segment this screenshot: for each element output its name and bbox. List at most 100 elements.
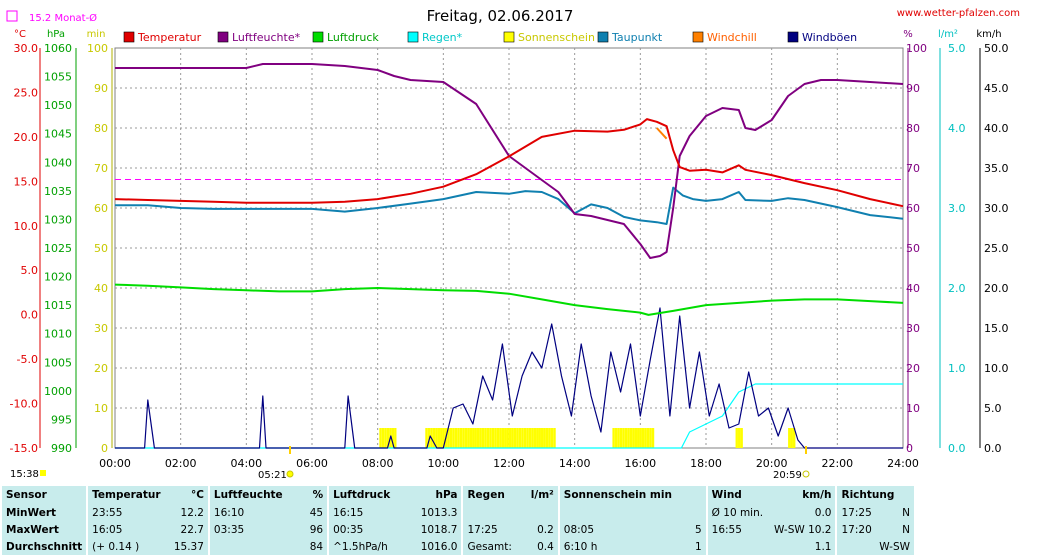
wind-axis-tick-label: 50.0 bbox=[984, 42, 1009, 55]
sunshine-axis-tick-label: 30 bbox=[94, 322, 108, 335]
wind-axis-tick-label: 35.0 bbox=[984, 162, 1009, 175]
pressure-axis-tick-label: 1025 bbox=[44, 242, 72, 255]
pressure-axis-tick-label: 990 bbox=[51, 442, 72, 455]
sunshine-bar bbox=[521, 428, 524, 448]
stats-header-row: Sensor Temperatur °C Luftfeuchte% Luftdru… bbox=[2, 486, 914, 504]
pressure-axis-tick-label: 1000 bbox=[44, 385, 72, 398]
stats-row-label: MinWert bbox=[2, 504, 87, 521]
stats-cell: Ø 10 min. 0.0 bbox=[707, 504, 836, 521]
sunshine-bar bbox=[548, 428, 551, 448]
sunshine-bar bbox=[467, 428, 470, 448]
sunshine-bar bbox=[440, 428, 443, 448]
header-pressure: Luftdruck hPa bbox=[329, 486, 462, 504]
pressure-axis-tick-label: 1010 bbox=[44, 328, 72, 341]
sunshine-bar bbox=[649, 428, 652, 448]
legend-label: Taupunkt bbox=[611, 31, 663, 44]
pressure-axis-tick-label: 1020 bbox=[44, 271, 72, 284]
sunshine-bar bbox=[435, 428, 438, 448]
sunshine-bar bbox=[491, 428, 495, 448]
stats-cell: ^1.5hPa/h 1016.0 bbox=[329, 538, 462, 555]
legend-swatch bbox=[312, 31, 324, 43]
series-temperatur-line bbox=[114, 118, 904, 208]
series-windchill-line bbox=[656, 127, 668, 140]
sunshine-bar bbox=[646, 428, 650, 448]
sunshine-bar bbox=[735, 428, 738, 448]
sunshine-bar bbox=[641, 428, 645, 448]
legend-label: Windchill bbox=[707, 31, 757, 44]
sunshine-bar bbox=[464, 428, 468, 448]
wind-axis-tick-label: 30.0 bbox=[984, 202, 1009, 215]
header-rain: Regen l/m² bbox=[463, 486, 558, 504]
sunshine-bar bbox=[481, 428, 485, 448]
axis-unit-label: % bbox=[903, 29, 913, 40]
axis-unit-label: l/m² bbox=[938, 29, 958, 40]
stats-row: Durchschnitt (+ 0.14 ) 15.37 84 ^1.5hPa/h 101… bbox=[2, 538, 914, 555]
sunshine-bar bbox=[457, 428, 460, 448]
pressure-axis-tick-label: 1035 bbox=[44, 185, 72, 198]
sunshine-bar bbox=[550, 428, 554, 448]
x-tick-label: 22:00 bbox=[821, 457, 853, 470]
legend-swatch bbox=[787, 31, 799, 43]
sunshine-bar bbox=[541, 428, 544, 448]
sunshine-bar bbox=[619, 428, 623, 448]
sunshine-bar bbox=[523, 428, 527, 448]
sunshine-bar bbox=[531, 428, 534, 448]
series-luftfeuchte-line bbox=[115, 63, 904, 259]
x-tick-label: 12:00 bbox=[493, 457, 525, 470]
series-regen-line bbox=[115, 383, 903, 449]
stats-cell: 17:20 N bbox=[837, 521, 914, 538]
rain-axis-tick-label: 4.0 bbox=[948, 122, 966, 135]
stats-cell bbox=[463, 504, 558, 521]
sunshine-bar bbox=[484, 428, 487, 448]
sunshine-bar bbox=[612, 428, 615, 448]
temp-axis-tick-label: -5.0 bbox=[17, 353, 38, 366]
sunshine-bar bbox=[379, 428, 382, 448]
humidity-axis-tick-label: 0 bbox=[906, 442, 913, 455]
stats-table: Sensor Temperatur °C Luftfeuchte% Luftdru… bbox=[0, 486, 916, 555]
rain-axis-tick-label: 1.0 bbox=[948, 362, 966, 375]
sunshine-bar bbox=[518, 428, 522, 448]
x-tick-label: 16:00 bbox=[624, 457, 656, 470]
sunshine-bar bbox=[501, 428, 505, 448]
sun-icon bbox=[40, 470, 46, 476]
temp-axis-tick-label: -10.0 bbox=[10, 398, 38, 411]
sunshine-bar bbox=[528, 428, 532, 448]
legend-swatch bbox=[503, 31, 515, 43]
axis-unit-label: km/h bbox=[976, 29, 1001, 40]
legend-label: Sonnenschein bbox=[518, 31, 595, 44]
legend-label: Regen* bbox=[422, 31, 463, 44]
header-direction: Richtung bbox=[837, 486, 914, 504]
pressure-axis-tick-label: 995 bbox=[51, 413, 72, 426]
sunshine-bar bbox=[509, 428, 512, 448]
x-tick-label: 14:00 bbox=[559, 457, 591, 470]
x-tick-label: 20:00 bbox=[756, 457, 788, 470]
sunshine-bar bbox=[391, 428, 395, 448]
sunshine-axis-tick-label: 70 bbox=[94, 162, 108, 175]
stats-cell: 17:25 N bbox=[837, 504, 914, 521]
weather-chart: 30.0 25.0 20.0 15.0 10.0 5.0 0.0 -5.0 -10.0 -15.0… bbox=[6, 7, 1020, 481]
sunshine-bar bbox=[632, 428, 635, 448]
stats-cell: 16:55 W-SW 10.2 bbox=[707, 521, 836, 538]
sunshine-bar bbox=[644, 428, 647, 448]
sunshine-axis-tick-label: 10 bbox=[94, 402, 108, 415]
sunshine-bar bbox=[469, 428, 472, 448]
stats-cell: 1.1 bbox=[707, 538, 836, 555]
sunshine-bar bbox=[437, 428, 440, 448]
sunshine-bar bbox=[627, 428, 630, 448]
stats-cell: Gesamt: 0.4 bbox=[463, 538, 558, 555]
pressure-axis-tick-label: 1040 bbox=[44, 156, 72, 169]
sunshine-bar bbox=[622, 428, 625, 448]
header-sensor: Sensor bbox=[2, 486, 87, 504]
header-sunshine: Sonnenschein min bbox=[559, 486, 706, 504]
sunshine-bar bbox=[449, 428, 453, 448]
stats-cell: 08:05 5 bbox=[559, 521, 706, 538]
sunshine-bar bbox=[634, 428, 637, 448]
series-taupunkt-line bbox=[115, 186, 904, 225]
humidity-axis-tick-label: 30 bbox=[906, 322, 920, 335]
rain-axis-tick-label: 2.0 bbox=[948, 282, 966, 295]
legend-label: Luftdruck bbox=[327, 31, 379, 44]
chart-legend: Temperatur Luftfeuchte* Luftdruck Regen* Son… bbox=[123, 31, 857, 44]
sunshine-bar bbox=[476, 428, 480, 448]
pressure-axis-tick-label: 1005 bbox=[44, 356, 72, 369]
